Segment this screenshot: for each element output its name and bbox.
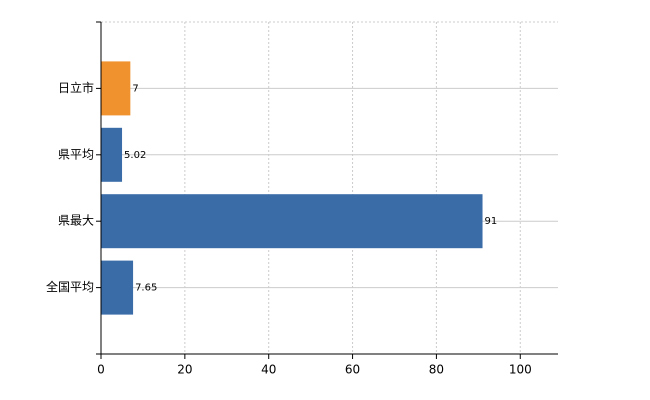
bar [101, 61, 131, 116]
bar [101, 260, 134, 315]
y-tick-label: 県最大 [58, 214, 94, 228]
y-tick-label: 全国平均 [46, 279, 94, 294]
x-tick-label: 40 [261, 363, 276, 377]
x-tick-label: 60 [345, 363, 360, 377]
x-tick-label: 20 [177, 363, 192, 377]
y-tick-label: 日立市 [58, 80, 94, 95]
value-label: 91 [485, 216, 498, 227]
value-label: 7 [132, 83, 138, 94]
bar [101, 127, 123, 182]
value-label: 7.65 [135, 283, 157, 294]
value-label: 5.02 [124, 150, 146, 161]
x-tick-label: 80 [429, 363, 444, 377]
x-tick-label: 0 [97, 363, 105, 377]
x-tick-label: 100 [509, 363, 532, 377]
bar [101, 194, 483, 249]
y-tick-label: 県平均 [58, 147, 94, 161]
